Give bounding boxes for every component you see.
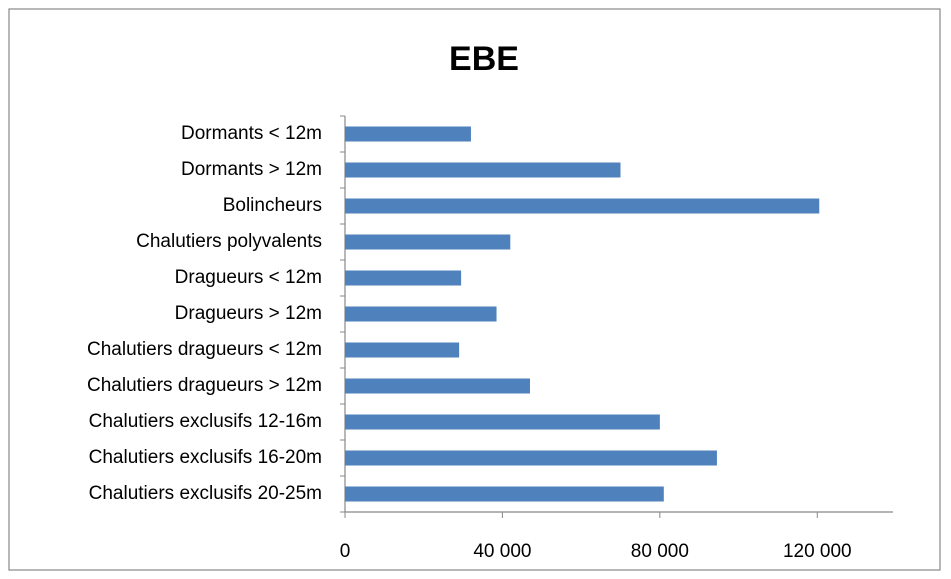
y-tick-label: Chalutiers exclusifs 20-25m: [89, 483, 322, 504]
y-tick-label: Chalutiers polyvalents: [136, 231, 322, 252]
y-tick-label: Chalutiers exclusifs 12-16m: [89, 411, 322, 432]
bar: [345, 450, 717, 466]
bar: [345, 270, 462, 286]
x-tick-label: 80 000: [631, 541, 689, 562]
bar: [345, 342, 460, 358]
bar: [345, 414, 660, 430]
chart-border: [8, 8, 941, 571]
bar: [345, 486, 664, 502]
y-tick-label: Dragueurs < 12m: [175, 267, 322, 288]
bar: [345, 234, 511, 250]
y-tick-label: Chalutiers dragueurs > 12m: [87, 375, 322, 396]
y-tick-label: Chalutiers exclusifs 16-20m: [89, 447, 322, 468]
x-tick-label: 0: [340, 541, 351, 562]
bar: [345, 198, 820, 214]
y-tick-label: Dormants < 12m: [181, 123, 322, 144]
bar: [345, 306, 497, 322]
chart-title: EBE: [449, 40, 519, 78]
bar: [345, 126, 471, 142]
x-tick-label: 40 000: [473, 541, 531, 562]
x-tick-label: 120 000: [783, 541, 852, 562]
bar: [345, 378, 530, 394]
bar: [345, 162, 621, 178]
y-tick-label: Dragueurs > 12m: [175, 303, 322, 324]
y-tick-label: Bolincheurs: [223, 195, 322, 216]
y-tick-label: Chalutiers dragueurs < 12m: [87, 339, 322, 360]
y-tick-label: Dormants > 12m: [181, 159, 322, 180]
